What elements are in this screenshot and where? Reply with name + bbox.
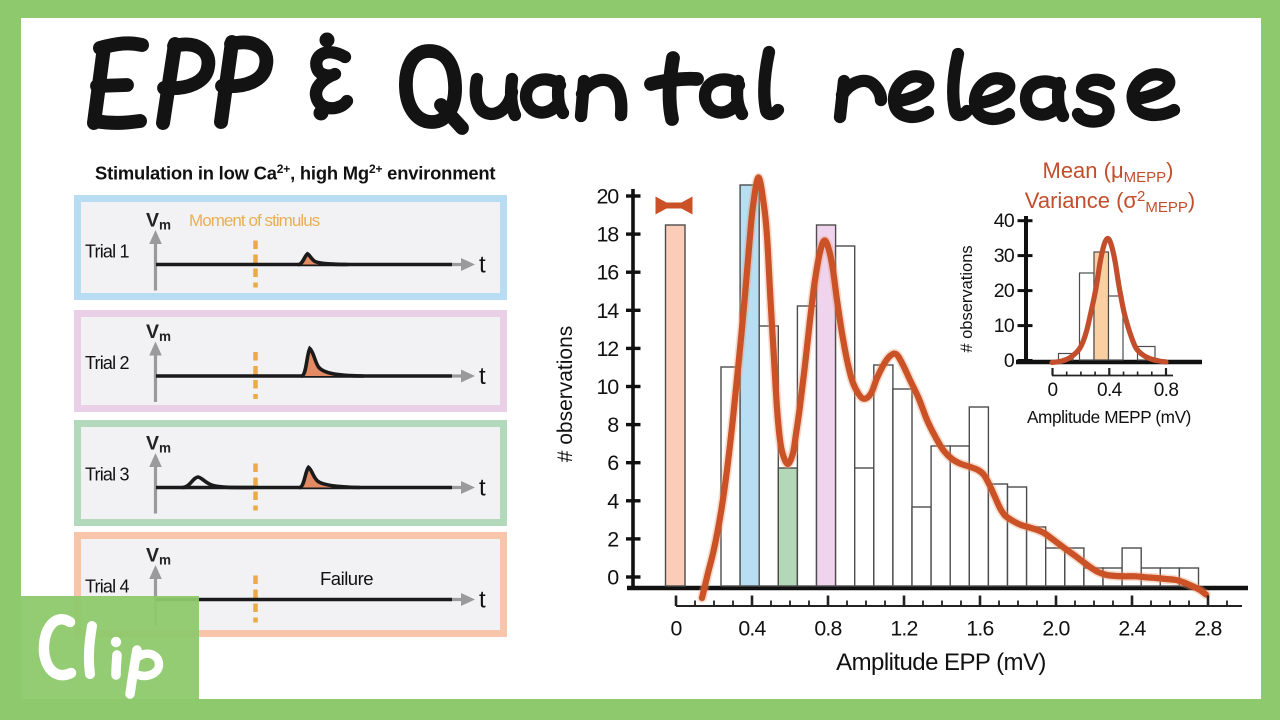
svg-text:0.8: 0.8 bbox=[814, 617, 841, 641]
svg-text:t: t bbox=[479, 475, 486, 502]
svg-text:8: 8 bbox=[607, 413, 619, 437]
svg-text:2.8: 2.8 bbox=[1194, 617, 1221, 641]
svg-text:6: 6 bbox=[607, 451, 619, 475]
svg-text:Moment of stimulus: Moment of stimulus bbox=[189, 211, 320, 230]
svg-text:Amplitude EPP (mV): Amplitude EPP (mV) bbox=[836, 649, 1046, 676]
svg-text:16: 16 bbox=[596, 261, 619, 285]
svg-text:2.0: 2.0 bbox=[1042, 617, 1070, 641]
svg-text:10: 10 bbox=[994, 315, 1015, 337]
svg-text:0: 0 bbox=[670, 617, 682, 641]
svg-text:Stimulation in low Ca2+, high: Stimulation in low Ca2+, high Mg2+ envir… bbox=[95, 162, 495, 184]
svg-text:# observations: # observations bbox=[554, 326, 577, 463]
svg-text:30: 30 bbox=[994, 245, 1015, 267]
svg-text:0.4: 0.4 bbox=[738, 617, 766, 641]
svg-text:0: 0 bbox=[607, 566, 619, 590]
svg-text:Trial 2: Trial 2 bbox=[85, 353, 130, 373]
svg-text:Amplitude MEPP (mV): Amplitude MEPP (mV) bbox=[1027, 407, 1191, 427]
svg-text:Trial 1: Trial 1 bbox=[85, 242, 130, 262]
svg-text:4: 4 bbox=[607, 489, 619, 513]
svg-text:0.4: 0.4 bbox=[1097, 380, 1123, 401]
svg-text:t: t bbox=[479, 363, 486, 390]
svg-text:2.4: 2.4 bbox=[1118, 617, 1146, 641]
svg-text:14: 14 bbox=[596, 299, 619, 323]
svg-text:1.2: 1.2 bbox=[890, 617, 917, 641]
svg-text:Trial 3: Trial 3 bbox=[85, 465, 130, 485]
svg-text:12: 12 bbox=[596, 337, 618, 361]
svg-text:10: 10 bbox=[596, 375, 619, 399]
svg-text:0.8: 0.8 bbox=[1154, 380, 1179, 401]
svg-text:20: 20 bbox=[596, 185, 619, 209]
svg-text:t: t bbox=[479, 252, 486, 279]
svg-text:18: 18 bbox=[596, 223, 619, 247]
svg-text:1.6: 1.6 bbox=[966, 617, 993, 641]
svg-text:Failure: Failure bbox=[320, 568, 373, 589]
svg-text:2: 2 bbox=[607, 527, 618, 551]
svg-text:# observations: # observations bbox=[958, 245, 976, 352]
svg-text:0: 0 bbox=[1048, 380, 1058, 401]
svg-text:Trial 4: Trial 4 bbox=[85, 577, 130, 597]
svg-text:t: t bbox=[479, 587, 486, 614]
svg-text:0: 0 bbox=[1004, 350, 1015, 372]
svg-text:20: 20 bbox=[994, 280, 1015, 302]
svg-text:40: 40 bbox=[994, 210, 1015, 232]
